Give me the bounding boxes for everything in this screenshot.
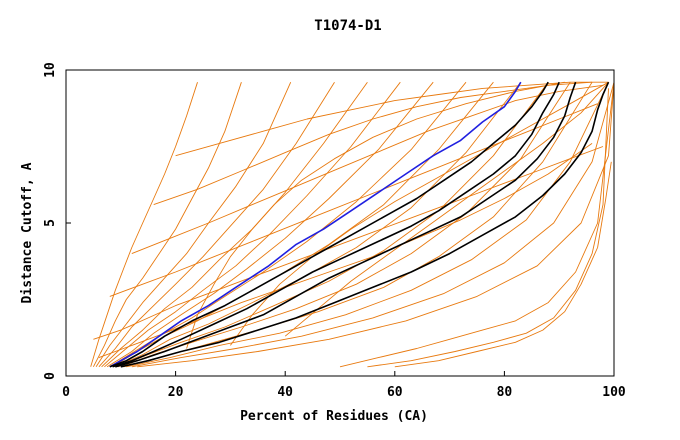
x-tick-label: 60 — [387, 385, 403, 400]
y-tick-label: 0 — [43, 372, 58, 380]
series-line-background-24 — [131, 84, 604, 255]
series-line-background-25 — [153, 81, 593, 206]
series-line-background-3 — [98, 81, 335, 368]
series-line-background-14 — [131, 82, 615, 368]
series-line-background-17 — [230, 81, 609, 346]
x-tick-label: 100 — [602, 385, 626, 400]
series-line-background-15 — [137, 82, 615, 368]
x-tick-label: 20 — [168, 385, 184, 400]
series-line-background-26 — [175, 81, 609, 157]
tick-layer: 0 20 40 60 80 100 0 5 10 — [43, 62, 626, 400]
series-line-background-23 — [109, 103, 598, 297]
series-line-background-4 — [101, 81, 368, 368]
chart-title: T1074-D1 — [314, 18, 381, 34]
series-line-black-32 — [120, 81, 610, 368]
series-line-background-5 — [104, 81, 401, 368]
series-line-black-31 — [115, 81, 577, 368]
x-axis-label: Percent of Residues (CA) — [240, 409, 428, 424]
series-line-background-6 — [106, 81, 434, 368]
series-line-background-20 — [367, 88, 609, 368]
y-tick-label: 10 — [43, 62, 58, 78]
series-line-background-16 — [186, 81, 565, 349]
series-line-blue-28 — [109, 81, 522, 368]
x-tick-label: 0 — [62, 385, 70, 400]
series-line-background-18 — [284, 81, 609, 337]
series-line-black-30 — [112, 81, 560, 368]
x-tick-label: 80 — [497, 385, 513, 400]
series-line-background-19 — [339, 82, 615, 368]
series-layer — [90, 81, 615, 368]
x-tick-label: 40 — [277, 385, 293, 400]
y-axis-label: Distance Cutoff, A — [20, 162, 35, 303]
series-line-background-1 — [92, 82, 242, 368]
series-line-background-2 — [95, 82, 292, 368]
series-line-background-21 — [394, 161, 612, 368]
series-line-black-29 — [109, 81, 549, 368]
y-tick-label: 5 — [43, 219, 58, 227]
series-line-background-0 — [90, 82, 198, 367]
